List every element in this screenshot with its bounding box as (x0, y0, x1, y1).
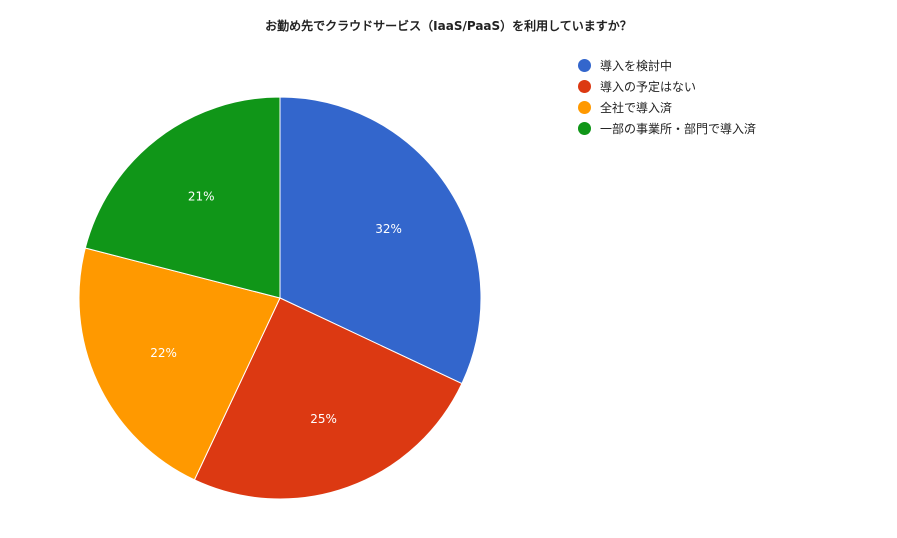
legend-swatch-icon (578, 122, 591, 135)
legend-swatch-icon (578, 101, 591, 114)
legend-item-1[interactable]: 導入を検討中 (578, 55, 756, 76)
slice-percent-label-1: 32% (375, 222, 402, 236)
legend-label: 全社で導入済 (600, 101, 673, 115)
legend: 導入を検討中導入の予定はない 全社で導入済一部の事業所・部門で導入済 (578, 55, 756, 139)
legend-label: 導入の予定はない (600, 80, 697, 94)
slice-percent-label-2: 25% (310, 412, 337, 426)
legend-label: 導入を検討中 (600, 59, 673, 73)
pie-slice-4[interactable] (84, 96, 281, 299)
pie-slice-3[interactable] (78, 247, 281, 481)
legend-swatch-icon (578, 80, 591, 93)
chart-title: お勤め先でクラウドサービス（IaaS/PaaS）を利用していますか？ (265, 19, 632, 33)
legend-item-2[interactable]: 導入の予定はない (578, 76, 756, 97)
legend-item-3[interactable]: 全社で導入済 (578, 97, 756, 118)
pie-slice-1[interactable] (279, 96, 482, 385)
legend-item-4[interactable]: 一部の事業所・部門で導入済 (578, 118, 756, 139)
slice-percent-label-4: 21% (188, 189, 215, 203)
legend-label: 一部の事業所・部門で導入済 (600, 122, 757, 136)
slice-percent-label-3: 22% (150, 346, 177, 360)
legend-swatch-icon (578, 59, 591, 72)
pie-slice-2[interactable] (193, 297, 463, 500)
